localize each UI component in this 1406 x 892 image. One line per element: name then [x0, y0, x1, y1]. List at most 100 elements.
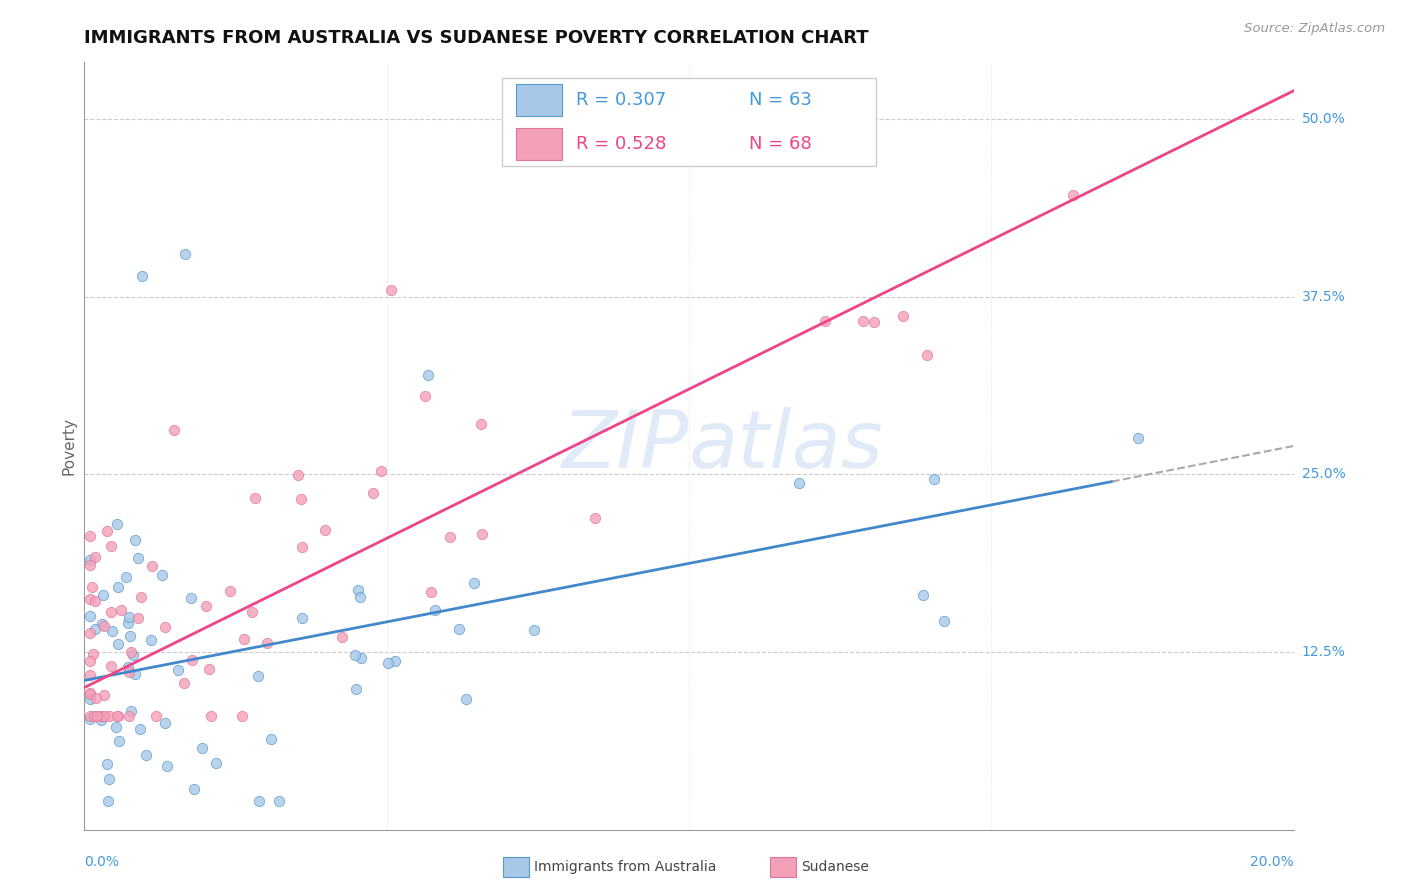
Point [118, 665, 141, 679]
Point [86, 690, 108, 705]
Point [377, 656, 399, 670]
Point [291, 611, 314, 625]
Point [1126, 432, 1149, 446]
Point [90, 709, 112, 723]
Point [813, 313, 835, 327]
Point [93, 588, 115, 602]
Text: R = 0.528: R = 0.528 [576, 135, 666, 153]
Point [200, 709, 222, 723]
Point [90, 713, 112, 727]
Point [141, 559, 163, 574]
Point [463, 576, 485, 591]
Point [107, 517, 129, 532]
Point [852, 314, 875, 328]
Point [93, 688, 115, 702]
Point [787, 476, 810, 491]
Point [79, 692, 101, 706]
Point [439, 530, 461, 544]
Point [120, 645, 142, 659]
Point [86, 709, 108, 723]
Point [79, 712, 101, 726]
Point [243, 491, 266, 505]
Text: N = 68: N = 68 [749, 135, 813, 153]
Point [84, 593, 107, 607]
Point [418, 368, 440, 382]
Point [79, 626, 101, 640]
Point [93, 709, 115, 723]
Text: R = 0.307: R = 0.307 [576, 91, 666, 109]
Point [287, 468, 309, 483]
Point [93, 619, 115, 633]
Point [863, 315, 886, 329]
Point [107, 709, 129, 723]
Point [153, 715, 176, 730]
Point [242, 606, 264, 620]
Point [384, 654, 406, 668]
Point [79, 654, 101, 668]
Point [256, 636, 278, 650]
Point [139, 632, 162, 647]
Point [420, 584, 443, 599]
FancyBboxPatch shape [502, 78, 876, 166]
Point [314, 523, 336, 537]
Point [79, 592, 101, 607]
Point [90, 617, 112, 632]
Point [83, 709, 105, 723]
Point [107, 637, 129, 651]
Point [117, 660, 139, 674]
FancyBboxPatch shape [516, 84, 562, 116]
Point [97, 709, 120, 723]
Point [127, 611, 149, 625]
Point [97, 794, 120, 808]
Point [471, 527, 494, 541]
Point [79, 609, 101, 624]
Point [180, 591, 202, 605]
Point [1062, 187, 1084, 202]
Point [96, 757, 118, 772]
Point [583, 511, 606, 525]
Point [127, 550, 149, 565]
Point [174, 247, 197, 261]
Y-axis label: Poverty: Poverty [60, 417, 76, 475]
Text: ZIP: ZIP [561, 407, 689, 485]
Point [79, 529, 101, 543]
Point [129, 723, 152, 737]
Point [145, 709, 167, 723]
Point [131, 268, 153, 283]
Point [347, 582, 370, 597]
Point [231, 709, 253, 723]
Point [449, 622, 471, 636]
Point [198, 662, 221, 676]
Point [290, 492, 312, 507]
Point [100, 605, 122, 619]
Point [83, 622, 105, 636]
Point [96, 524, 118, 539]
Point [100, 659, 122, 673]
Text: 50.0%: 50.0% [1302, 112, 1346, 127]
Point [425, 602, 447, 616]
Point [124, 667, 146, 681]
Point [79, 686, 101, 700]
Point [291, 540, 314, 554]
Text: 25.0%: 25.0% [1302, 467, 1346, 482]
Point [104, 720, 127, 734]
Text: Sudanese: Sudanese [801, 860, 869, 874]
Point [194, 599, 217, 613]
Point [413, 389, 436, 403]
Point [118, 610, 141, 624]
Point [173, 676, 195, 690]
Point [122, 648, 145, 662]
Point [120, 629, 142, 643]
Point [82, 580, 104, 594]
Point [915, 348, 938, 362]
Text: IMMIGRANTS FROM AUSTRALIA VS SUDANESE POVERTY CORRELATION CHART: IMMIGRANTS FROM AUSTRALIA VS SUDANESE PO… [84, 29, 869, 47]
FancyBboxPatch shape [516, 128, 562, 160]
Point [79, 668, 101, 682]
Point [79, 552, 101, 566]
Point [349, 591, 371, 605]
Point [232, 632, 254, 646]
Point [82, 648, 104, 662]
Text: Source: ZipAtlas.com: Source: ZipAtlas.com [1244, 22, 1385, 36]
Point [180, 653, 202, 667]
Point [117, 615, 139, 630]
